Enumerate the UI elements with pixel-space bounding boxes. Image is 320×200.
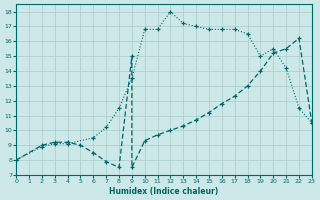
X-axis label: Humidex (Indice chaleur): Humidex (Indice chaleur): [109, 187, 219, 196]
